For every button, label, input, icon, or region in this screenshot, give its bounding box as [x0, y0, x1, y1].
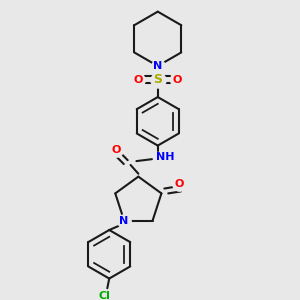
Text: S: S: [153, 73, 162, 86]
Text: O: O: [174, 179, 184, 189]
Text: N: N: [119, 215, 129, 226]
Text: N: N: [153, 61, 162, 71]
Text: Cl: Cl: [98, 291, 110, 300]
Text: O: O: [172, 75, 182, 85]
Text: O: O: [134, 75, 143, 85]
Text: O: O: [111, 146, 121, 155]
Text: NH: NH: [156, 152, 175, 162]
